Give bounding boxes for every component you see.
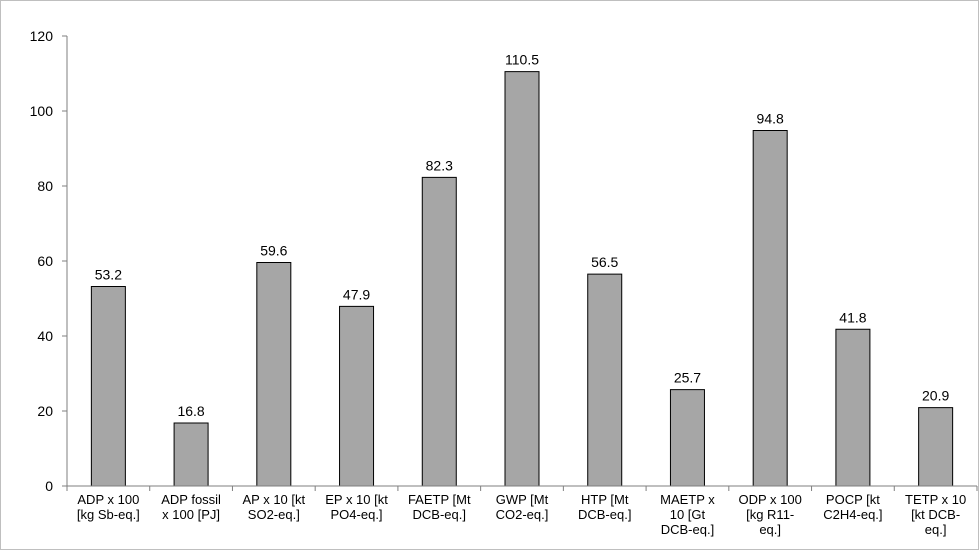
data-label: 20.9 xyxy=(922,388,949,404)
x-tick-label: FAETP [Mt DCB-eq.] xyxy=(408,492,471,522)
bar xyxy=(587,273,623,487)
x-tick-label: ADP x 100 [kg Sb-eq.] xyxy=(77,492,140,522)
bar xyxy=(256,262,292,487)
y-tick-label: 60 xyxy=(37,253,53,269)
bar xyxy=(173,422,209,487)
x-tick-label: ADP fossil x 100 [PJ] xyxy=(161,492,221,522)
x-tick-label: MAETP x 10 [Gt DCB-eq.] xyxy=(660,492,715,537)
bar xyxy=(918,407,954,487)
x-tick-label: GWP [Mt CO2-eq.] xyxy=(496,492,549,522)
bar xyxy=(339,305,375,487)
x-axis: ADP x 100 [kg Sb-eq.] ADP fossil x 100 [PJ]… xyxy=(66,485,978,537)
data-label: 53.2 xyxy=(95,267,122,283)
data-label: 16.8 xyxy=(177,403,204,419)
bar xyxy=(752,130,788,487)
data-label: 82.3 xyxy=(426,157,453,173)
data-labels: 53.2 16.8 59.6 47.9 82.3 110.5 56.5 25.7 94.8 41.… xyxy=(95,52,950,419)
y-tick-label: 20 xyxy=(37,403,53,419)
bar xyxy=(504,71,540,487)
x-tick-label: POCP [kt C2H4-eq.] xyxy=(823,492,882,522)
y-tick-label: 40 xyxy=(37,328,53,344)
bar xyxy=(669,389,705,487)
x-tick-label: TETP x 10 [kt DCB-eq.] xyxy=(905,492,966,537)
y-tick-label: 0 xyxy=(45,478,53,494)
data-label: 25.7 xyxy=(674,370,701,386)
bar xyxy=(835,328,871,487)
y-tick-label: 80 xyxy=(37,178,53,194)
data-label: 110.5 xyxy=(505,52,539,68)
x-tick-label: ODP x 100 [kg R11-eq.] xyxy=(739,492,802,537)
y-tick-label: 100 xyxy=(30,103,54,119)
bar xyxy=(90,286,126,487)
y-tick-label: 120 xyxy=(30,28,54,44)
x-tick-label: EP x 10 [kt PO4-eq.] xyxy=(325,492,388,522)
data-label: 56.5 xyxy=(591,254,618,270)
data-label: 59.6 xyxy=(260,243,287,259)
x-tick-label: AP x 10 [kt SO2-eq.] xyxy=(242,492,305,522)
data-label: 94.8 xyxy=(757,111,784,127)
data-label: 41.8 xyxy=(839,309,866,325)
bars xyxy=(90,71,954,487)
x-tick-label: HTP [Mt DCB-eq.] xyxy=(578,492,631,522)
data-label: 47.9 xyxy=(343,286,370,302)
bar xyxy=(421,176,457,487)
y-axis: 0 20 40 60 80 100 120 xyxy=(30,28,68,494)
